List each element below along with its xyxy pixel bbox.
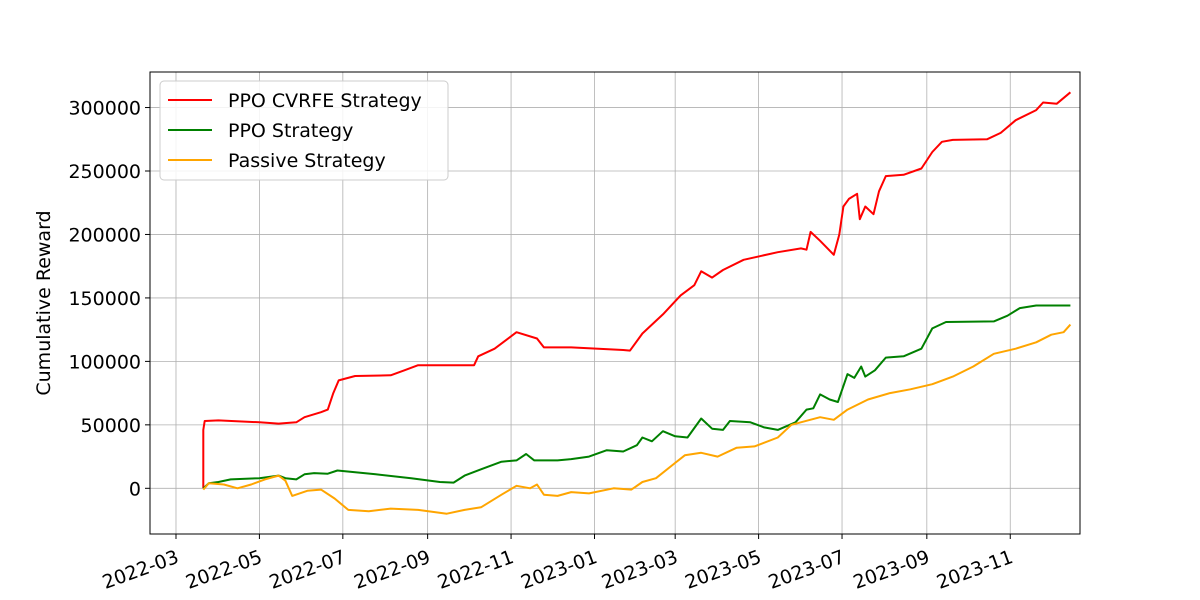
x-tick-label: 2022-09 bbox=[351, 546, 433, 594]
series-line-2 bbox=[202, 323, 1072, 515]
legend-label-1: PPO Strategy bbox=[228, 120, 353, 142]
legend-box bbox=[159, 80, 449, 181]
x-tick-label: 2023-07 bbox=[766, 546, 848, 594]
x-tick-label: 2022-05 bbox=[183, 546, 265, 594]
y-tick-label: 200000 bbox=[68, 224, 141, 246]
x-tick-label: 2023-01 bbox=[518, 546, 600, 594]
legend-label-0: PPO CVRFE Strategy bbox=[228, 90, 422, 112]
plot-frame bbox=[149, 71, 1081, 535]
x-tick-label: 2023-09 bbox=[850, 546, 932, 594]
x-tick-label: 2022-11 bbox=[435, 546, 517, 594]
x-tick-label: 2022-03 bbox=[100, 546, 182, 594]
series-line-1 bbox=[202, 304, 1071, 490]
y-tick-label: 50000 bbox=[81, 415, 141, 437]
x-tick-label: 2022-07 bbox=[266, 546, 348, 594]
x-tick-label: 2023-05 bbox=[682, 546, 764, 594]
x-axis-ticks: 2022-03 2022-05 2022-07 2022-09 2022-11 2023-… bbox=[100, 534, 1016, 594]
series-line-0 bbox=[202, 91, 1072, 489]
y-tick-label: 300000 bbox=[68, 98, 141, 120]
y-tick-label: 0 bbox=[129, 478, 141, 500]
plot-series bbox=[202, 91, 1072, 515]
y-axis-label: Cumulative Reward bbox=[33, 210, 55, 395]
legend: PPO CVRFE Strategy PPO Strategy Passive St… bbox=[159, 80, 449, 181]
x-tick-label: 2023-03 bbox=[599, 546, 681, 594]
y-tick-label: 250000 bbox=[68, 161, 141, 183]
legend-label-2: Passive Strategy bbox=[228, 150, 386, 172]
x-tick-label: 2023-11 bbox=[934, 546, 1016, 594]
y-tick-label: 150000 bbox=[68, 288, 141, 310]
y-axis-ticks: 0 50000 100000 150000 200000 250000 300000 bbox=[68, 98, 150, 500]
y-tick-label: 100000 bbox=[68, 351, 141, 373]
